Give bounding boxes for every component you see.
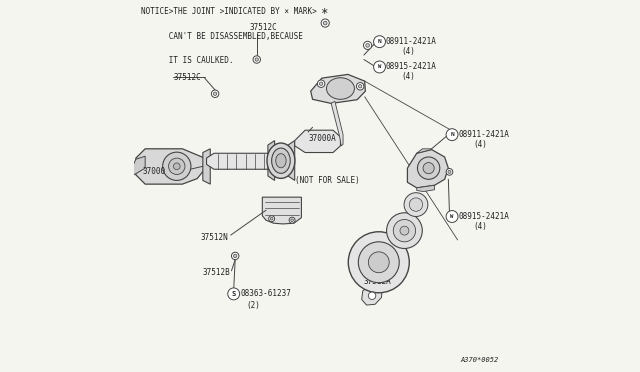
Polygon shape [288,141,294,180]
Circle shape [423,163,434,174]
Circle shape [366,44,369,47]
Polygon shape [408,150,449,188]
Ellipse shape [271,148,291,173]
Text: 37512B: 37512B [203,268,230,277]
Ellipse shape [276,154,286,168]
Circle shape [364,41,372,49]
Text: (4): (4) [473,140,487,149]
Polygon shape [417,185,435,192]
Text: 37512A: 37512A [364,278,392,286]
Text: 37512N: 37512N [200,233,228,242]
Text: (NOT FOR SALE): (NOT FOR SALE) [294,176,360,185]
Circle shape [319,82,323,86]
Circle shape [213,92,217,95]
Circle shape [387,213,422,248]
Circle shape [356,83,364,90]
Text: (4): (4) [401,47,415,56]
Circle shape [232,252,239,260]
Circle shape [404,193,428,217]
Circle shape [289,217,295,223]
Polygon shape [294,130,340,153]
Text: *: * [278,153,286,166]
Text: A370*0052: A370*0052 [460,357,499,363]
Circle shape [369,292,376,299]
Circle shape [270,217,273,220]
Text: 37000A: 37000A [308,134,336,143]
Circle shape [253,56,260,63]
Text: 08911-2421A: 08911-2421A [385,37,436,46]
Circle shape [269,216,275,222]
Circle shape [173,163,180,170]
Text: 37000: 37000 [142,167,165,176]
Text: 08911-2421A: 08911-2421A [458,130,509,139]
Text: (4): (4) [473,222,487,231]
Text: NOTICE>THE JOINT >INDICATED BY × MARK>: NOTICE>THE JOINT >INDICATED BY × MARK> [141,7,317,16]
Circle shape [446,129,458,141]
Circle shape [163,152,191,180]
Text: 08363-61237: 08363-61237 [240,289,291,298]
Text: 37512C: 37512C [173,73,201,81]
Text: N: N [378,39,381,44]
Circle shape [255,58,259,61]
Circle shape [317,80,325,87]
Circle shape [211,90,219,97]
Polygon shape [268,141,275,180]
Text: 08915-2421A: 08915-2421A [458,212,509,221]
Polygon shape [417,149,431,153]
Text: W: W [378,64,381,70]
Circle shape [446,169,453,175]
Circle shape [323,21,327,25]
Ellipse shape [326,78,355,99]
Polygon shape [132,156,145,176]
Polygon shape [331,101,343,146]
Circle shape [369,252,389,273]
Circle shape [291,219,293,222]
Text: 37512C: 37512C [250,23,277,32]
Text: (2): (2) [246,301,260,310]
Circle shape [448,170,451,173]
Polygon shape [203,149,211,184]
Text: 08915-2421A: 08915-2421A [385,62,436,71]
Circle shape [374,61,385,73]
Polygon shape [136,149,205,184]
Text: W: W [451,214,454,219]
Text: IT IS CAULKED.: IT IS CAULKED. [141,56,234,65]
Circle shape [400,226,409,235]
Text: S: S [232,291,236,297]
Polygon shape [262,197,301,224]
Ellipse shape [267,143,295,179]
Circle shape [417,157,440,179]
Circle shape [168,158,185,174]
Polygon shape [362,283,383,305]
Circle shape [394,219,415,242]
Text: CAN'T BE DISASSEMBLED,BECAUSE: CAN'T BE DISASSEMBLED,BECAUSE [141,32,303,41]
Polygon shape [207,153,281,169]
Text: (4): (4) [401,72,415,81]
Circle shape [234,254,237,258]
Circle shape [410,198,422,211]
Circle shape [228,288,239,300]
Circle shape [358,85,362,88]
Circle shape [348,232,410,293]
Circle shape [358,242,399,283]
Text: *: * [320,7,328,19]
Circle shape [446,211,458,222]
Circle shape [321,19,330,27]
Circle shape [374,36,385,48]
Polygon shape [310,74,365,103]
Text: N: N [450,132,454,137]
